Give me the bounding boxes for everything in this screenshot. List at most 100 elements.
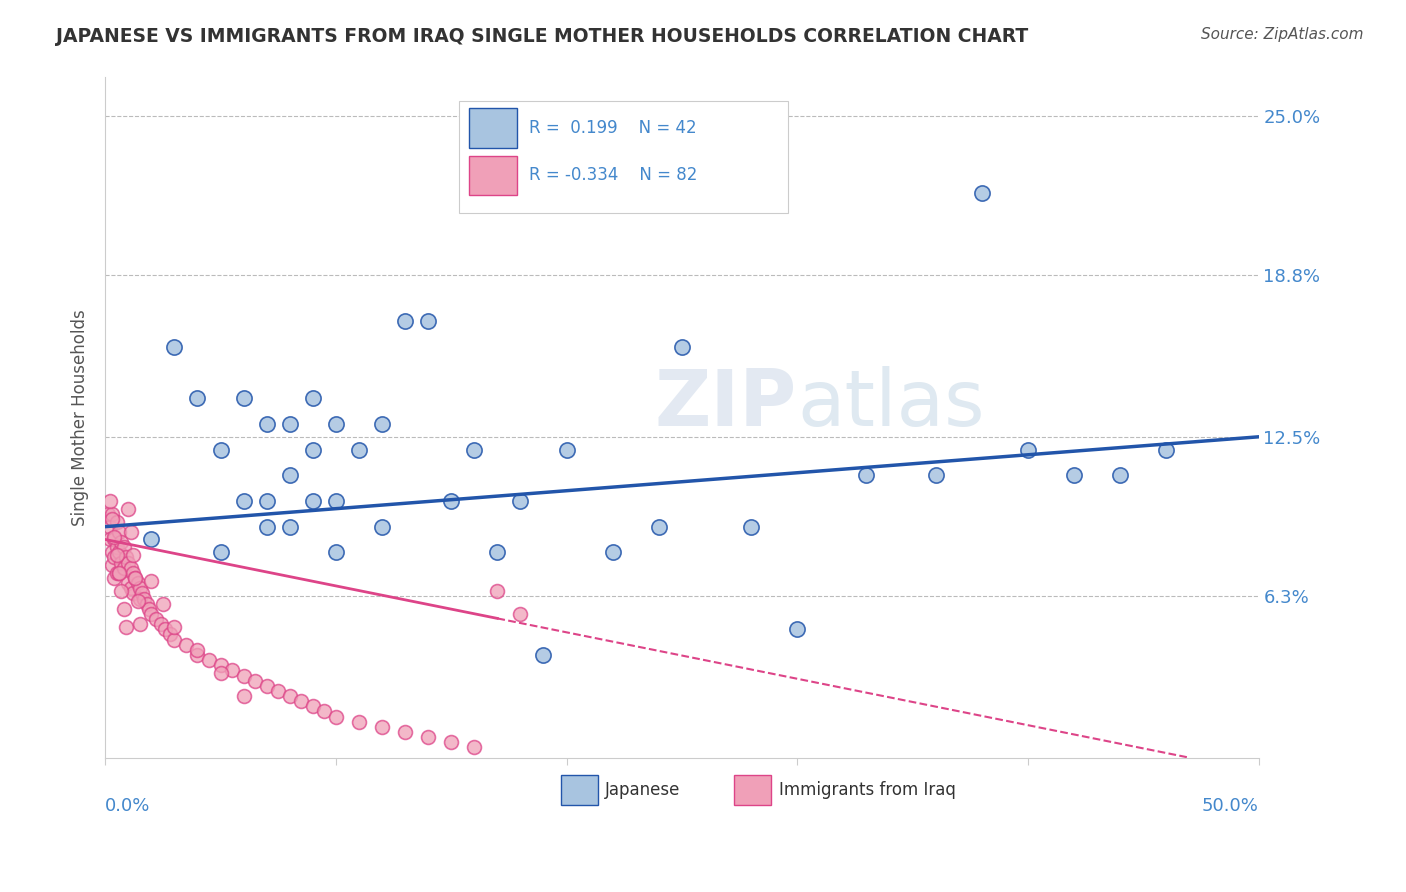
Text: R = -0.334    N = 82: R = -0.334 N = 82 <box>529 167 697 185</box>
Point <box>117 576 139 591</box>
Text: atlas: atlas <box>797 366 984 442</box>
Point <box>110 556 132 570</box>
Point <box>1063 468 1085 483</box>
Point <box>256 417 278 431</box>
Point <box>671 340 693 354</box>
Point <box>96 507 118 521</box>
Point <box>186 643 208 657</box>
Point <box>924 468 946 483</box>
Point <box>98 494 121 508</box>
Point <box>120 560 142 574</box>
Text: Immigrants from Iraq: Immigrants from Iraq <box>779 781 956 799</box>
Point <box>209 545 232 559</box>
Point <box>371 519 394 533</box>
Point <box>347 442 370 457</box>
Point <box>463 740 485 755</box>
Point <box>325 494 347 508</box>
Point <box>232 494 254 508</box>
Point <box>108 566 131 580</box>
Text: ZIP: ZIP <box>655 366 797 442</box>
Point <box>198 653 221 667</box>
Text: R =  0.199    N = 42: R = 0.199 N = 42 <box>529 119 696 136</box>
FancyBboxPatch shape <box>460 102 787 213</box>
Point <box>153 623 176 637</box>
Point <box>131 586 153 600</box>
Point <box>103 550 125 565</box>
Point <box>138 602 160 616</box>
Point <box>232 689 254 703</box>
Point <box>243 673 266 688</box>
Point <box>232 668 254 682</box>
Point <box>101 545 124 559</box>
Point <box>149 617 172 632</box>
Point <box>394 314 416 328</box>
Point <box>141 574 163 588</box>
Point <box>124 571 146 585</box>
Point <box>110 535 132 549</box>
Point <box>98 533 121 547</box>
Point <box>128 591 150 606</box>
Point <box>112 540 135 554</box>
Point <box>186 648 208 662</box>
Point <box>103 530 125 544</box>
Point <box>301 494 323 508</box>
Point <box>278 417 301 431</box>
Point <box>855 468 877 483</box>
Point <box>371 720 394 734</box>
Point <box>209 442 232 457</box>
Point <box>115 620 138 634</box>
Point <box>555 442 578 457</box>
Point <box>509 494 531 508</box>
Point <box>120 581 142 595</box>
Point <box>127 576 149 591</box>
Point <box>325 417 347 431</box>
Point <box>152 597 174 611</box>
Bar <box>468 156 517 195</box>
Point <box>163 620 186 634</box>
Point <box>256 679 278 693</box>
Point <box>124 571 146 585</box>
Point <box>278 519 301 533</box>
Point <box>105 548 128 562</box>
Text: Source: ZipAtlas.com: Source: ZipAtlas.com <box>1201 27 1364 42</box>
Point <box>209 665 232 680</box>
Point <box>347 714 370 729</box>
Point <box>394 725 416 739</box>
Text: 0.0%: 0.0% <box>105 797 150 814</box>
Point <box>105 566 128 580</box>
Point <box>120 524 142 539</box>
Point <box>108 566 131 580</box>
Point <box>418 730 440 744</box>
Point <box>101 507 124 521</box>
Point <box>115 550 138 565</box>
Point <box>141 607 163 621</box>
Point <box>110 583 132 598</box>
Point <box>122 548 145 562</box>
Point <box>486 545 509 559</box>
Point <box>141 533 163 547</box>
Point <box>325 709 347 723</box>
Point <box>1156 442 1178 457</box>
Point <box>256 494 278 508</box>
Bar <box>734 774 770 805</box>
Point <box>112 602 135 616</box>
Point <box>970 186 993 200</box>
Point <box>159 627 181 641</box>
Point <box>163 340 186 354</box>
Point <box>128 581 150 595</box>
Point <box>127 594 149 608</box>
Point <box>209 658 232 673</box>
Point <box>740 519 762 533</box>
Text: 50.0%: 50.0% <box>1202 797 1258 814</box>
Point <box>128 617 150 632</box>
Point <box>463 442 485 457</box>
Point <box>301 442 323 457</box>
Point <box>103 533 125 547</box>
Point <box>256 519 278 533</box>
Point <box>278 689 301 703</box>
Point <box>325 545 347 559</box>
Point <box>145 612 167 626</box>
Point <box>786 623 808 637</box>
Point <box>418 314 440 328</box>
Point <box>509 607 531 621</box>
